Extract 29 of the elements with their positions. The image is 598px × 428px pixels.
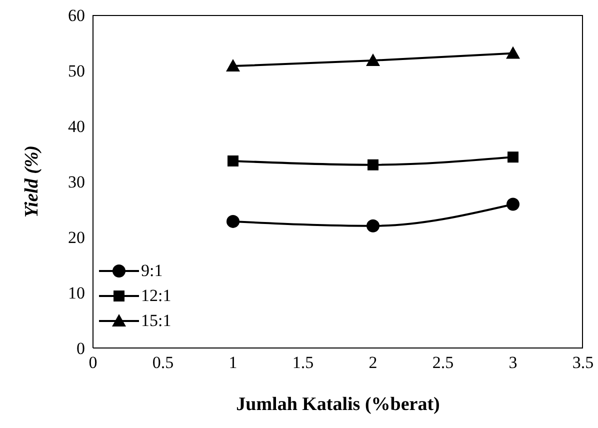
x-tick-label: 1.5 <box>292 353 314 372</box>
y-tick-label: 40 <box>68 117 85 136</box>
point <box>226 214 240 228</box>
x-tick-label: 2.5 <box>432 353 454 372</box>
y-tick-label: 50 <box>68 62 85 81</box>
x-tick-label: 3.5 <box>572 353 594 372</box>
point <box>368 159 378 170</box>
x-tick-label: 3 <box>508 353 518 372</box>
point <box>506 198 520 211</box>
legend-label: 15:1 <box>141 310 172 330</box>
point <box>508 152 518 163</box>
y-tick-label: 30 <box>68 172 85 192</box>
y-tick-label: 10 <box>68 284 85 303</box>
x-tick-label: 1 <box>228 353 238 372</box>
x-tick-label: 2 <box>368 353 378 372</box>
x-tick-label: 0.5 <box>152 353 174 372</box>
y-tick-label: 20 <box>68 228 85 248</box>
x-axis-title: Jumlah Katalis (%berat) <box>236 394 440 415</box>
legend-label: 12:1 <box>141 286 172 306</box>
y-axis-title: Yield (%) <box>22 145 43 218</box>
x-tick-label: 0 <box>88 353 98 372</box>
point <box>506 46 520 59</box>
y-tick-label: 60 <box>68 6 85 26</box>
point <box>366 219 380 232</box>
point <box>366 54 380 66</box>
point <box>226 59 240 72</box>
legend-label: 9:1 <box>141 260 163 280</box>
y-tick-label: 0 <box>76 339 85 358</box>
point <box>228 155 238 166</box>
